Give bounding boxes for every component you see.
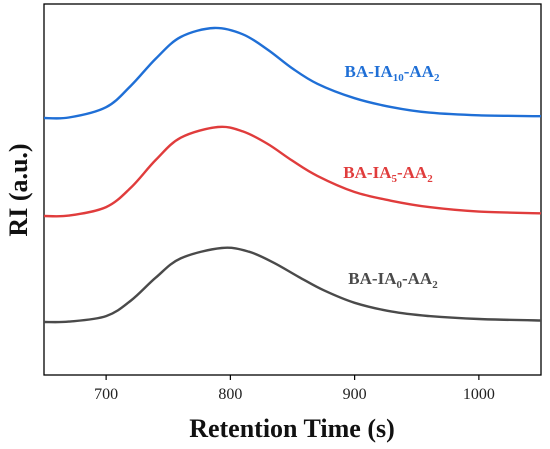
- series-label-5: BA-IA5-AA2: [343, 163, 433, 185]
- series-labels: BA-IA10-AA2 BA-IA5-AA2 BA-IA0-AA2: [343, 62, 440, 291]
- series-line-10: [43, 26, 542, 120]
- plot-frame: [43, 3, 542, 376]
- y-axis-title: RI (a.u.): [4, 143, 33, 236]
- x-tick-label-800: 800: [218, 386, 242, 403]
- series-label-10: BA-IA10-AA2: [345, 62, 440, 84]
- x-tick-label-700: 700: [94, 386, 118, 403]
- series-label-0: BA-IA0-AA2: [348, 269, 438, 291]
- x-tick-label-900: 900: [343, 386, 367, 403]
- x-axis-title: Retention Time (s): [189, 414, 395, 443]
- x-axis-ticks: 700 800 900 1000: [94, 375, 495, 403]
- x-tick-label-1000: 1000: [463, 386, 495, 403]
- series-line-0: [43, 246, 542, 324]
- series-curves: [43, 26, 542, 324]
- series-line-5: [43, 125, 542, 218]
